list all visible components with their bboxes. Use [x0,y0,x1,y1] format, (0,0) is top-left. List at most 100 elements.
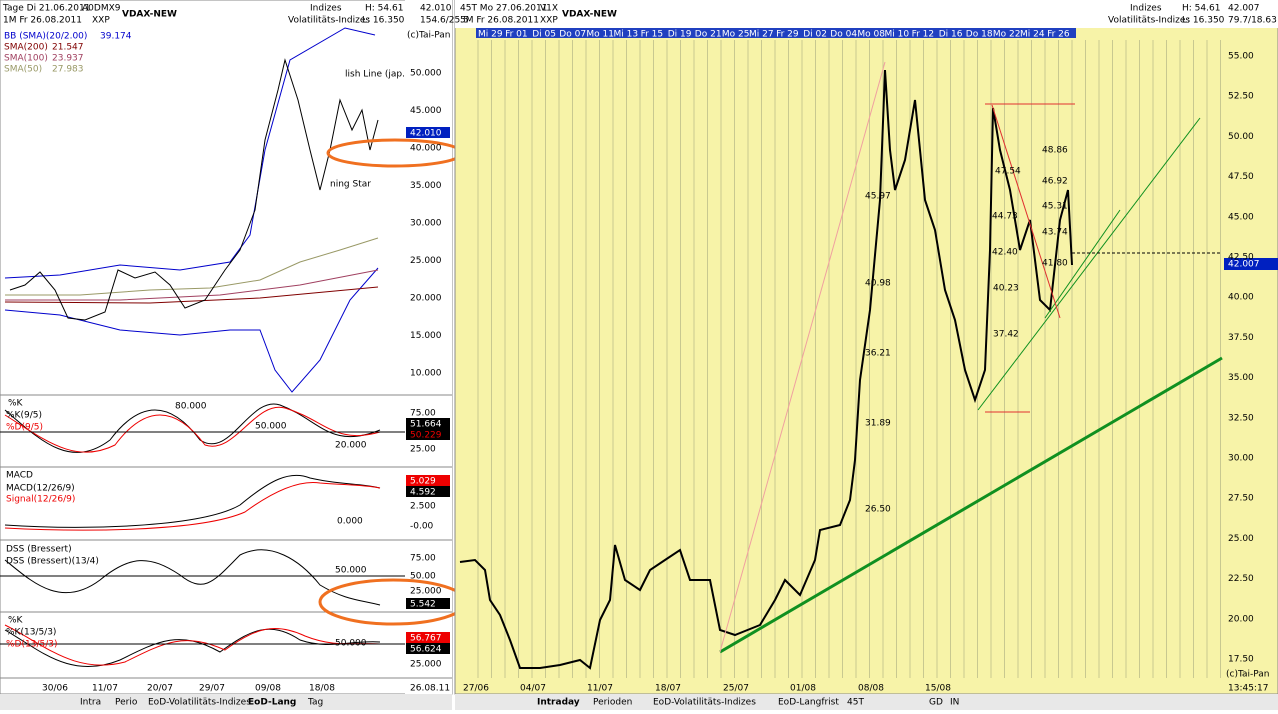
date-label: Mo 25 [722,30,750,40]
annotation: 40.98 [865,279,891,289]
x-tick-label: 11/07 [92,684,118,694]
date-label: Fr 15 [641,30,664,40]
legend-value: 27.983 [52,65,84,75]
annotation: 43.74 [1042,228,1068,238]
date-label: Do 21 [695,30,722,40]
y-tick-label: 37.50 [1228,333,1254,343]
y-tick-label: 25.00 [1228,534,1254,544]
value-box: 50.229 [410,431,442,441]
date-label: Do 18 [966,30,993,40]
price-candles [9,58,379,321]
legend-label: SMA(50) [4,65,42,75]
header-text: L: 16.350 [1182,16,1225,26]
sma100 [5,269,379,301]
legend-label: Signal(12/26/9) [6,495,75,505]
tab[interactable]: Perioden [593,698,632,708]
y-tick-label: 35.00 [1228,373,1254,383]
header-text: A0DMX9 [82,4,121,14]
copyright: (c)Tai-Pan [407,31,450,41]
tab[interactable]: Perio [115,698,138,708]
annotation: 37.42 [993,330,1019,340]
annotation: 26.50 [865,505,891,515]
y-tick-label: 50.00 [1228,132,1254,142]
tab[interactable]: Tag [307,698,323,708]
x-tick-label: 30/06 [42,684,68,694]
date-label: Mo 08 [857,30,885,40]
tab[interactable]: EoD-Lang [248,698,296,708]
y-tick-label: 40.000 [410,144,442,154]
y-tick-label: 2.500 [410,502,436,512]
date-label: Do 04 [830,30,857,40]
y-tick-label: 50.00 [410,572,436,582]
fib-line [991,104,1061,319]
x-tick-label: 18/08 [309,684,335,694]
y-tick-label: 25.000 [410,256,442,266]
annotation: lish Line (jap. [345,70,405,80]
annotation: 41.80 [1042,259,1068,269]
price-line [459,69,1073,670]
value-box: 56.624 [410,645,442,655]
date-label: Fr 12 [912,30,935,40]
tab[interactable]: IN [950,698,959,708]
y-tick-label: 25.00 [410,445,436,455]
price-label: 42.007 [1228,260,1260,270]
header-text: 79.7/18.63 [1228,16,1277,26]
date-label: Di 02 [803,30,827,40]
x-tick-label: 04/07 [520,684,546,694]
tab[interactable]: 45T [847,698,864,708]
price-box [1224,258,1278,270]
date-label: Mi 29 [478,30,503,40]
y-tick-label: 17.50 [1228,655,1254,665]
annotation: 45.31 [1042,202,1068,212]
header-text: V1X [540,4,558,14]
x-tick-label: 27/06 [463,684,489,694]
header-text: 45T Mo 27.06.2011 [460,4,547,14]
x-tick-label: 20/07 [147,684,173,694]
y-tick-label: 27.50 [1228,494,1254,504]
x-tick-label: 18/07 [655,684,681,694]
date-label: Mi 13 [614,30,639,40]
tab[interactable]: Intra [80,698,101,708]
level: 50.000 [335,639,367,649]
date-strip [476,28,1076,38]
value-box: 4.592 [410,488,436,498]
date-label: Di 05 [532,30,556,40]
header-text: Tage Di 21.06.2011 [2,4,90,14]
level: 20.000 [335,441,367,451]
level: 50.000 [335,566,367,576]
annotation: 36.21 [865,349,891,359]
tab[interactable]: EoD-Volatilitäts-Indizes [148,698,251,708]
trendline [1044,209,1121,319]
fib-line [719,61,886,653]
x-tick-label: 29/07 [199,684,225,694]
tab[interactable]: Intraday [537,698,580,708]
annotation: 31.89 [865,419,891,429]
header-text: VDAX-NEW [122,10,177,20]
macd-line [4,474,381,528]
date-label: Di 19 [668,30,692,40]
date-label: Mo 22 [993,30,1021,40]
y-tick-label: 75.00 [410,409,436,419]
date-label: Mi 27 [749,30,774,40]
legend-label: %K(13/5/3) [6,628,56,638]
x-tick-label: 01/08 [790,684,816,694]
y-tick-label: 50.000 [410,69,442,79]
tab[interactable]: GD [929,698,943,708]
date-label: Fr 01 [505,30,528,40]
y-tick-label: 47.50 [1228,172,1254,182]
y-tick-label: 45.00 [1228,212,1254,222]
y-tick-label: 50.00 [410,427,436,437]
legend-label: SMA(200) [4,43,48,53]
stoch-k [4,403,381,453]
value-box: 56.767 [410,634,442,644]
header-text: H: 54.61 [1182,4,1220,14]
trendline [719,356,1223,654]
annotation: 47.54 [995,167,1021,177]
legend-label: %K(9/5) [6,411,42,421]
tab[interactable]: EoD-Langfrist [778,698,839,708]
header-text: Volatilitäts-Indizes [288,16,370,26]
tab[interactable]: EoD-Volatilitäts-Indizes [653,698,756,708]
level: 80.000 [175,402,207,412]
